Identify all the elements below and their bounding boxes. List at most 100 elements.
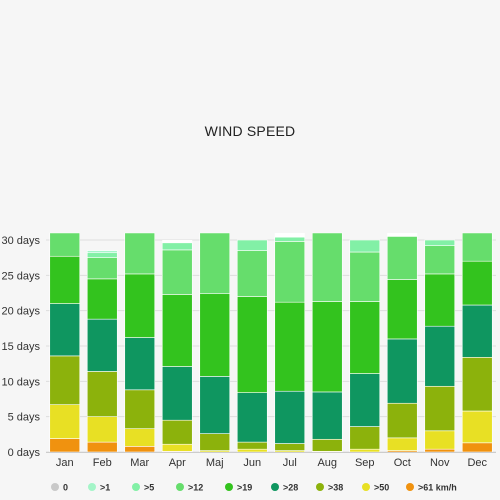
bar-segment: [161, 419, 193, 445]
bar-segment: [311, 391, 343, 440]
x-tick-label: Jul: [283, 457, 297, 469]
legend-swatch: [132, 483, 140, 491]
legend-label: >19: [237, 483, 252, 493]
legend-label: >28: [283, 483, 298, 493]
legend-swatch: [51, 483, 59, 491]
bar-segment: [424, 430, 456, 450]
bar-segment: [86, 252, 118, 258]
bar-segment: [124, 428, 156, 447]
bar-segment: [349, 251, 381, 302]
bar-segment: [386, 338, 418, 404]
legend-item: >61 km/h: [406, 483, 457, 493]
bar-segment: [424, 448, 456, 453]
bar-segment: [199, 232, 231, 295]
legend-label: >61 km/h: [418, 483, 457, 493]
x-tick-label: Mar: [130, 457, 149, 469]
legend-swatch: [176, 483, 184, 491]
x-tick-label: Maj: [206, 457, 224, 469]
y-tick-label: 0 days: [8, 447, 41, 459]
bar-segment: [311, 232, 343, 302]
bar-segment: [86, 318, 118, 372]
bar-segment: [274, 443, 306, 451]
bar-segment: [86, 257, 118, 280]
legend-label: >38: [328, 483, 343, 493]
bar-segment: [161, 242, 193, 251]
bar-segment: [124, 232, 156, 275]
legend-swatch: [225, 483, 233, 491]
bar-segment: [236, 250, 268, 297]
bar-segment: [124, 389, 156, 429]
bar-segment: [199, 376, 231, 434]
bar-segment: [424, 273, 456, 327]
legend-swatch: [362, 483, 370, 491]
bar-segment: [236, 448, 268, 453]
bar-segment: [386, 402, 418, 439]
y-tick-label: 20 days: [1, 306, 40, 318]
bar-segment: [386, 236, 418, 280]
bar-segment: [49, 232, 81, 257]
bar-segment: [86, 416, 118, 443]
bar-segment: [199, 433, 231, 451]
x-tick-label: Apr: [169, 457, 186, 469]
x-tick-label: Oct: [394, 457, 411, 469]
legend-label: >1: [100, 483, 110, 493]
bar-segment: [311, 301, 343, 393]
bars: [49, 232, 493, 453]
legend-item: >19: [225, 483, 252, 493]
y-tick-label: 25 days: [1, 270, 40, 282]
x-tick-label: Jun: [243, 457, 261, 469]
legend-item: >1: [88, 483, 110, 493]
y-tick-label: 15 days: [1, 341, 40, 353]
bar-segment: [49, 355, 81, 405]
bar-segment: [461, 304, 493, 358]
bar-segment: [349, 373, 381, 427]
x-tick-label: Sep: [355, 457, 375, 469]
x-axis: Jan Feb Mar Apr Maj Jun Jul Aug Sep Oct Nov Dec: [46, 452, 496, 469]
bar-segment: [424, 385, 456, 432]
chart-title: WIND SPEED: [204, 123, 296, 139]
bar-segment: [461, 410, 493, 444]
bar-segment: [86, 278, 118, 320]
bar-segment: [49, 404, 81, 439]
legend-item: >5: [132, 483, 154, 493]
legend-item: >12: [176, 483, 203, 493]
legend: 0 >1 >5 >12 >19 >28 >38 >50 >61 km/h: [51, 483, 457, 493]
bar-segment: [424, 325, 456, 387]
y-tick-label: 10 days: [1, 376, 40, 388]
bar-segment: [349, 426, 381, 450]
x-tick-label: Nov: [430, 457, 450, 469]
bar-segment: [49, 303, 81, 357]
bar-segment: [349, 239, 381, 253]
bar-segment: [236, 239, 268, 251]
bar-segment: [161, 443, 193, 452]
y-tick-label: 5 days: [8, 412, 41, 424]
bar-segment: [161, 294, 193, 367]
bar-segment: [461, 232, 493, 262]
bar-segment: [86, 371, 118, 417]
bar-segment: [86, 250, 118, 254]
bar-segment: [199, 293, 231, 377]
bar-segment: [49, 255, 81, 304]
x-tick-label: Jan: [56, 457, 74, 469]
bar-segment: [349, 301, 381, 374]
bar-segment: [161, 249, 193, 295]
bar-segment: [86, 441, 118, 453]
legend-swatch: [316, 483, 324, 491]
bar-segment: [386, 437, 418, 451]
bar-segment: [124, 273, 156, 338]
bar-segment: [274, 236, 306, 242]
legend-swatch: [271, 483, 279, 491]
bar-segment: [124, 337, 156, 391]
y-tick-label: 30 days: [1, 235, 40, 247]
legend-label: >5: [144, 483, 154, 493]
bar-segment: [424, 245, 456, 275]
legend-item: >28: [271, 483, 298, 493]
bar-segment: [236, 296, 268, 393]
bar-segment: [161, 366, 193, 421]
x-tick-label: Dec: [467, 457, 487, 469]
legend-item: >38: [316, 483, 343, 493]
bar-segment: [274, 241, 306, 303]
bar-segment: [461, 357, 493, 412]
legend-label: >50: [374, 483, 389, 493]
